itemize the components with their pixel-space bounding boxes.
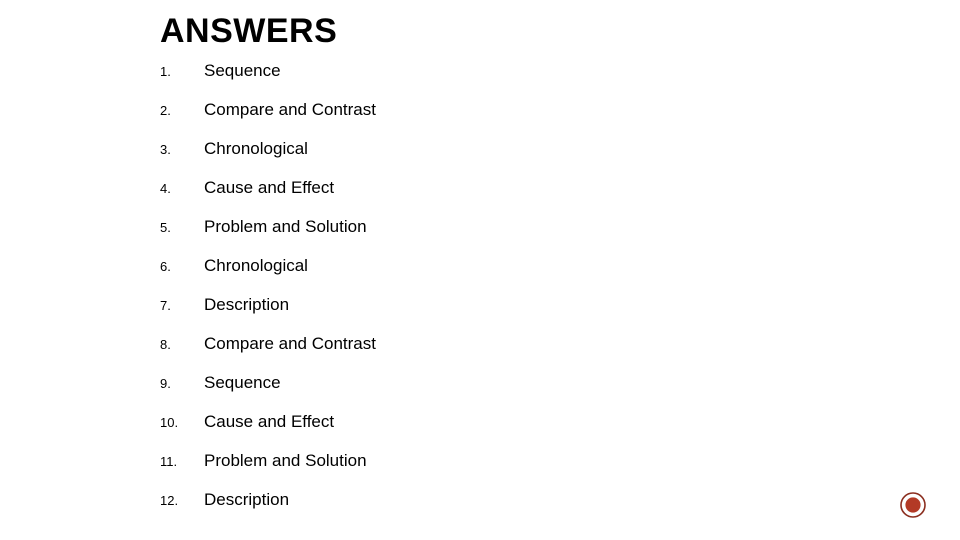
item-label: Sequence (204, 373, 281, 393)
item-number: 2. (160, 103, 204, 118)
list-item: 11. Problem and Solution (160, 451, 960, 490)
item-label: Description (204, 295, 289, 315)
decorative-badge-icon (900, 492, 926, 518)
item-label: Sequence (204, 61, 281, 81)
list-item: 7. Description (160, 295, 960, 334)
list-item: 10. Cause and Effect (160, 412, 960, 451)
item-number: 8. (160, 337, 204, 352)
list-item: 4. Cause and Effect (160, 178, 960, 217)
item-label: Chronological (204, 139, 308, 159)
item-number: 4. (160, 181, 204, 196)
item-number: 1. (160, 64, 204, 79)
item-label: Description (204, 490, 289, 510)
item-number: 3. (160, 142, 204, 157)
item-number: 5. (160, 220, 204, 235)
item-label: Compare and Contrast (204, 100, 376, 120)
page-title: ANSWERS (160, 12, 960, 51)
list-item: 5. Problem and Solution (160, 217, 960, 256)
list-item: 1. Sequence (160, 61, 960, 100)
item-number: 9. (160, 376, 204, 391)
item-label: Cause and Effect (204, 178, 334, 198)
answers-list: 1. Sequence 2. Compare and Contrast 3. C… (160, 61, 960, 529)
item-label: Chronological (204, 256, 308, 276)
list-item: 2. Compare and Contrast (160, 100, 960, 139)
list-item: 3. Chronological (160, 139, 960, 178)
slide: ANSWERS 1. Sequence 2. Compare and Contr… (0, 0, 960, 540)
item-label: Problem and Solution (204, 217, 367, 237)
item-number: 6. (160, 259, 204, 274)
item-number: 10. (160, 415, 204, 430)
item-label: Compare and Contrast (204, 334, 376, 354)
item-label: Cause and Effect (204, 412, 334, 432)
list-item: 12. Description (160, 490, 960, 529)
item-number: 11. (160, 454, 204, 469)
item-label: Problem and Solution (204, 451, 367, 471)
list-item: 9. Sequence (160, 373, 960, 412)
item-number: 7. (160, 298, 204, 313)
list-item: 8. Compare and Contrast (160, 334, 960, 373)
list-item: 6. Chronological (160, 256, 960, 295)
item-number: 12. (160, 493, 204, 508)
